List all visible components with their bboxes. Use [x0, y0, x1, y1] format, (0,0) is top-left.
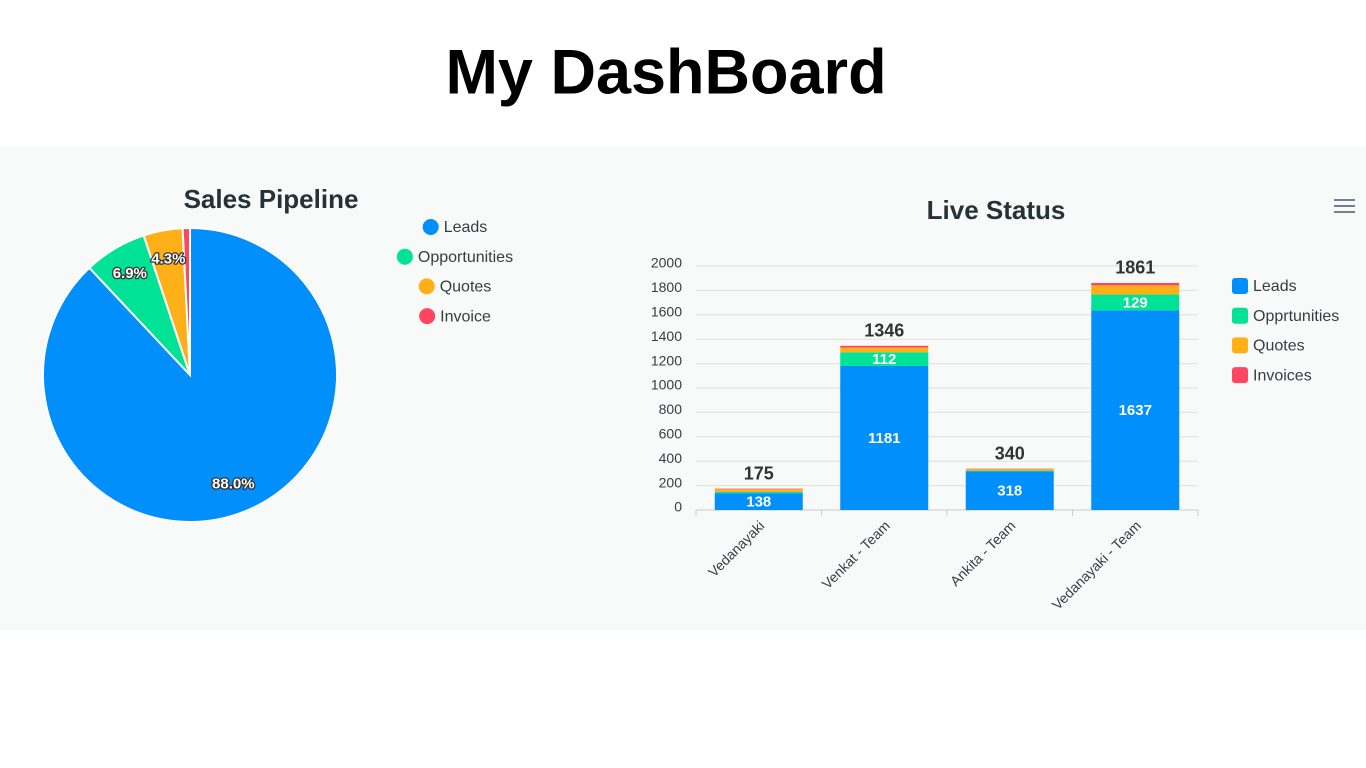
chart-title: Sales Pipeline [184, 184, 359, 214]
legend-label: Invoices [1253, 367, 1312, 384]
bar-segment [965, 470, 1054, 472]
y-tick-label: 1800 [651, 279, 682, 295]
data-label: 1181 [868, 430, 901, 447]
bar-segment [1091, 282, 1180, 286]
bar-segment [1091, 310, 1180, 510]
y-tick-label: 800 [659, 401, 683, 417]
legend-marker [1232, 307, 1248, 324]
chart-title: Live Status [927, 195, 1066, 225]
total-label: 175 [744, 463, 774, 483]
legend-marker [418, 278, 435, 295]
legend-marker [1232, 367, 1248, 384]
bar-segment [840, 345, 929, 348]
data-label: 6.9% [113, 265, 147, 282]
bar-segment [840, 365, 929, 510]
legend-label: Invoice [440, 308, 491, 325]
legend-label: Opprtunities [1253, 308, 1339, 325]
y-tick-label: 600 [659, 426, 683, 442]
total-label: 340 [995, 443, 1025, 463]
y-tick-label: 1200 [651, 352, 682, 368]
y-tick-label: 2000 [651, 255, 682, 271]
data-label: 88.0% [212, 475, 255, 492]
menu-button[interactable] [1334, 199, 1355, 213]
bar-segment [965, 471, 1054, 510]
y-tick-label: 400 [659, 450, 683, 466]
legend-marker [1232, 278, 1248, 294]
legend-marker [396, 248, 413, 265]
y-tick-label: 1400 [651, 328, 682, 344]
y-tick-label: 200 [659, 474, 683, 490]
legend-label: Opportunities [418, 249, 513, 266]
total-label: 1861 [1115, 258, 1155, 278]
data-label: 112 [872, 351, 896, 368]
bar-segment [714, 489, 803, 492]
bar-segment [965, 468, 1054, 471]
bar-segment [714, 488, 803, 490]
legend-label: Quotes [440, 279, 492, 296]
legend-marker [419, 308, 436, 325]
legend-marker [1232, 337, 1248, 354]
data-label: 1637 [1119, 402, 1152, 419]
legend-label: Leads [1253, 278, 1297, 295]
legend-label: Quotes [1253, 338, 1305, 355]
data-label: 129 [1123, 294, 1148, 311]
page-title: My DashBoard [445, 38, 886, 108]
bar-segment [1091, 285, 1180, 295]
legend-marker [422, 219, 439, 235]
pie-slice [181, 226, 191, 376]
bar-segment [1091, 294, 1180, 311]
y-tick-label: 1600 [651, 304, 682, 320]
total-label: 1346 [864, 321, 904, 341]
y-tick-label: 1000 [651, 377, 682, 393]
data-label: 138 [746, 494, 771, 511]
bar-segment [714, 491, 803, 494]
y-tick-label: 0 [674, 499, 682, 515]
bar-segment [840, 347, 929, 353]
legend-label: Leads [444, 219, 488, 236]
bar-segment [714, 493, 803, 510]
bar-segment [840, 352, 929, 366]
data-label: 318 [997, 483, 1022, 500]
data-label: 4.3% [151, 250, 185, 267]
